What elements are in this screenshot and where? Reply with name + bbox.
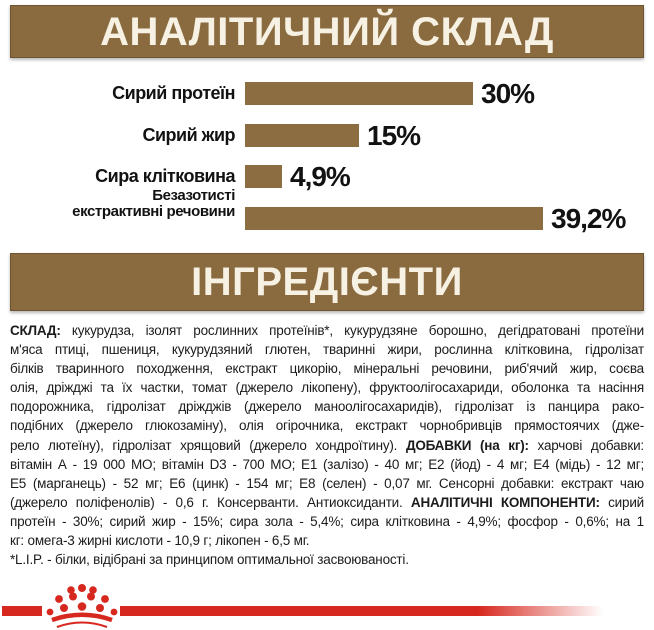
analytical-composition-title: АНАЛІТИЧНИЙ СКЛАД	[100, 10, 554, 54]
red-stripe-left	[2, 606, 42, 616]
category-label-crude-protein: Сирий протеїн	[112, 83, 235, 103]
ingredients-line: подорожника, гідролізат дріжджів (джерел…	[10, 399, 644, 415]
ingredients-line: м'яса птиці, пшениця, кукурудзяний глюте…	[10, 342, 644, 358]
bar-value-nfe: 39,2%	[551, 202, 626, 234]
ingredients-banner: ІНГРЕДІЄНТИ	[10, 253, 644, 311]
ingredients-line: олія, дріжджі та їх частки, томат (джере…	[10, 380, 644, 396]
ingredients-line: вітамін А - 19 000 МО; вітамін D3 - 700 …	[10, 456, 644, 472]
category-label-crude-fibre: Сира клітковина	[95, 166, 235, 186]
bar-nfe	[245, 207, 543, 230]
bar-value-crude-protein: 30%	[481, 77, 535, 109]
royal-canin-crown-icon	[46, 584, 118, 628]
ingredients-line: Е5 (марганець) - 52 мг; Е6 (цинк) - 154 …	[10, 475, 644, 491]
bar-crude-protein	[245, 82, 473, 105]
ingredients-text: СКЛАД: кукурудза, ізолят рослинних проте…	[10, 321, 644, 569]
ingredients-title: ІНГРЕДІЄНТИ	[191, 260, 463, 304]
analytical-composition-banner: АНАЛІТИЧНИЙ СКЛАД	[10, 5, 644, 58]
ingredients-line: подібних (джерело глюкозаміну), олія огі…	[10, 418, 644, 434]
ingredients-line: кг: омега-3 жирні кислоти - 10,9 г; ліко…	[10, 533, 310, 549]
ingredients-line: протеїн - 30%; сирий жир - 15%; сира зол…	[10, 513, 644, 529]
composition-bar-chart: Сирий протеїн Сирий жир Сира клітковина …	[0, 70, 654, 250]
bar-row-nfe: 39,2%	[245, 203, 626, 234]
red-stripe-right	[120, 606, 618, 616]
bar-row-crude-fat: 15%	[245, 120, 421, 151]
bar-crude-fibre	[245, 165, 282, 188]
bar-row-crude-fibre: 4,9%	[245, 161, 351, 192]
ingredients-line: рело лютеїну), гідролізат хрящовий (джер…	[10, 437, 644, 453]
category-label-crude-fat: Сирий жир	[142, 125, 235, 145]
bar-value-crude-fibre: 4,9%	[290, 160, 351, 192]
ingredients-line: СКЛАД: кукурудза, ізолят рослинних проте…	[10, 323, 644, 338]
bar-row-crude-protein: 30%	[245, 78, 535, 109]
bar-value-crude-fat: 15%	[367, 119, 421, 151]
ingredients-line: білків тваринного походження, екстракт ц…	[10, 361, 644, 377]
ingredients-line: *L.I.P. - білки, відібрані за принципом …	[10, 552, 409, 568]
category-label-nfe: Безазотисті екстрактивні речовини	[72, 187, 235, 220]
bar-crude-fat	[245, 124, 359, 147]
ingredients-line: (джерело поліфенолів) - 0,6 г. Консерван…	[10, 494, 645, 510]
